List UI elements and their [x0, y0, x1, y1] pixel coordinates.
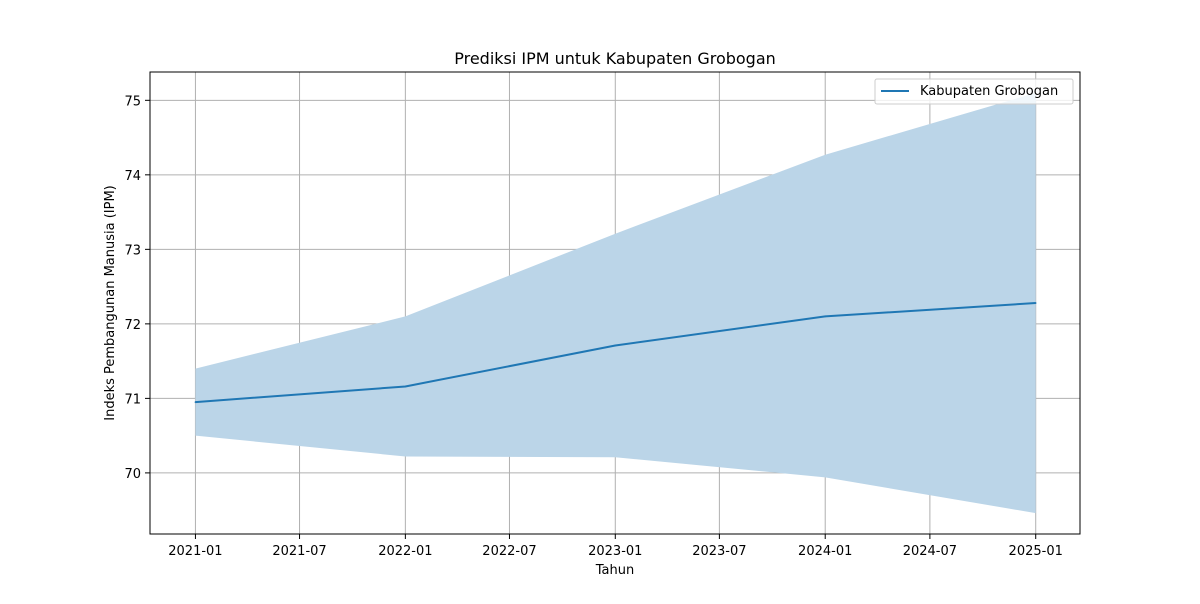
x-tick-label: 2022-07: [482, 544, 536, 559]
y-tick-label: 72: [124, 318, 141, 333]
y-tick-label: 73: [124, 243, 141, 258]
y-axis-label: Indeks Pembangunan Manusia (IPM): [103, 185, 118, 421]
y-tick-label: 70: [124, 467, 141, 482]
y-tick-label: 75: [124, 94, 141, 109]
data-point: [1034, 302, 1037, 304]
confidence-band: [195, 92, 1036, 514]
x-tick-label: 2021-01: [168, 544, 222, 559]
x-tick-label: 2022-01: [378, 544, 432, 559]
y-axis-ticks: 70 71 72 73 74 75: [124, 94, 150, 482]
x-tick-label: 2023-07: [692, 544, 746, 559]
confidence-band-layer: [195, 92, 1036, 514]
legend-box: [874, 78, 1074, 105]
y-tick-label: 71: [124, 392, 141, 407]
legend: Kabupaten Grobogan: [874, 78, 1074, 105]
series-line-layer: [194, 302, 1037, 404]
data-point: [404, 385, 407, 388]
y-tick-label: 74: [124, 169, 141, 184]
x-tick-label: 2023-01: [588, 544, 642, 559]
data-point: [194, 401, 197, 403]
x-tick-label: 2025-01: [1009, 544, 1063, 559]
x-tick-label: 2021-07: [272, 544, 326, 559]
data-point: [824, 315, 827, 318]
x-tick-label: 2024-07: [903, 544, 957, 559]
x-axis-label: Tahun: [595, 563, 634, 578]
x-tick-label: 2024-01: [798, 544, 852, 559]
chart-title: Prediksi IPM untuk Kabupaten Grobogan: [454, 49, 776, 68]
data-point: [614, 344, 617, 347]
x-axis-ticks: 2021-01 2021-07 2022-01 2022-07 2023-01 2023-…: [168, 534, 1063, 559]
legend-label: Kabupaten Grobogan: [920, 84, 1058, 99]
